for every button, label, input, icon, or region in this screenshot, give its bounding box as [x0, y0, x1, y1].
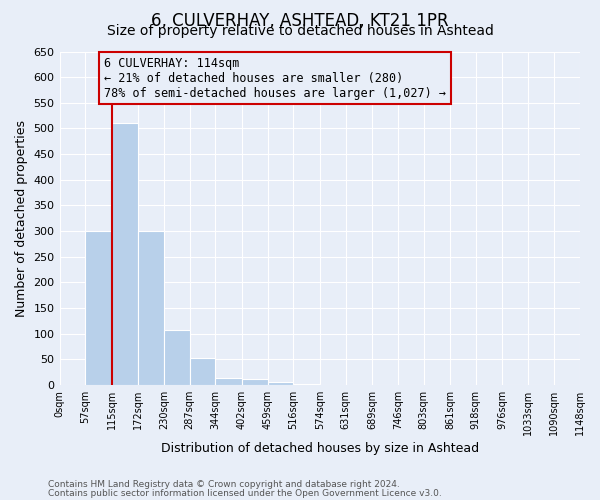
Text: 6 CULVERHAY: 114sqm
← 21% of detached houses are smaller (280)
78% of semi-detac: 6 CULVERHAY: 114sqm ← 21% of detached ho… — [104, 56, 446, 100]
Bar — [112, 124, 137, 385]
X-axis label: Distribution of detached houses by size in Ashtead: Distribution of detached houses by size … — [161, 442, 479, 455]
Text: 6, CULVERHAY, ASHTEAD, KT21 1PR: 6, CULVERHAY, ASHTEAD, KT21 1PR — [151, 12, 449, 30]
Bar — [242, 379, 268, 385]
Text: Contains HM Land Registry data © Crown copyright and database right 2024.: Contains HM Land Registry data © Crown c… — [48, 480, 400, 489]
Bar — [85, 231, 112, 385]
Bar — [137, 231, 164, 385]
Bar — [164, 330, 190, 385]
Bar — [215, 378, 242, 385]
Y-axis label: Number of detached properties: Number of detached properties — [15, 120, 28, 316]
Text: Contains public sector information licensed under the Open Government Licence v3: Contains public sector information licen… — [48, 488, 442, 498]
Bar — [190, 358, 215, 385]
Bar — [293, 384, 320, 385]
Text: Size of property relative to detached houses in Ashtead: Size of property relative to detached ho… — [107, 24, 493, 38]
Bar — [268, 382, 293, 385]
